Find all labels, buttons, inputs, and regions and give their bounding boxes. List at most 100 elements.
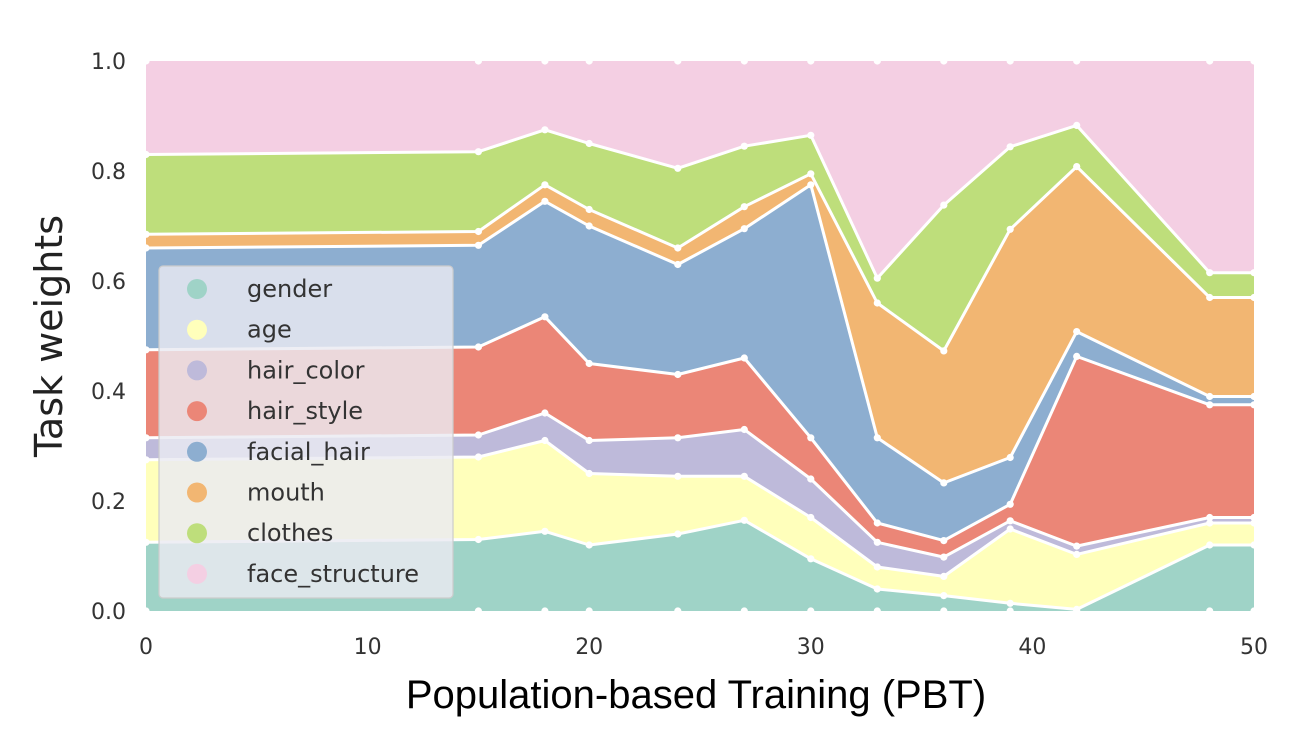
- point-gender: [1250, 541, 1258, 549]
- legend-label-age: age: [247, 316, 292, 344]
- point-gender: [541, 527, 549, 535]
- point-mouth: [1073, 163, 1081, 171]
- y-axis-label: Task weights: [27, 215, 71, 458]
- x-axis-ticks: 0 10 20 30 40 50: [139, 635, 1268, 660]
- legend-label-hair_style: hair_style: [247, 397, 363, 425]
- point-hair_color: [940, 553, 948, 561]
- legend: gender age hair_color hair_style facial_hair…: [158, 265, 454, 599]
- point-clothes: [807, 131, 815, 139]
- point-hair_style: [1206, 401, 1214, 409]
- point-gender: [807, 555, 815, 563]
- point-face_structure: [1073, 57, 1081, 65]
- point-mouth: [674, 244, 682, 252]
- y-tick-label: 1.0: [91, 50, 126, 75]
- legend-box: [158, 265, 454, 599]
- y-tick-label: 0.0: [91, 600, 126, 625]
- point-facial_hair: [541, 197, 549, 205]
- point-facial_hair: [585, 222, 593, 230]
- point-clothes: [541, 126, 549, 134]
- point-clothes: [873, 274, 881, 282]
- point-hair_style: [1250, 401, 1258, 409]
- x-tick-label: 0: [139, 635, 153, 660]
- point-clothes: [585, 139, 593, 148]
- point-face_structure: [873, 57, 881, 65]
- point-hair_style: [740, 354, 748, 362]
- point-hair_style: [142, 346, 150, 354]
- point-facial_hair: [674, 260, 682, 269]
- x-tick-label: 40: [1018, 635, 1046, 660]
- point-clothes: [740, 142, 748, 150]
- point-mouth: [940, 347, 948, 355]
- legend-label-clothes: clothes: [247, 519, 333, 547]
- point-age: [142, 456, 150, 464]
- x-tick-label: 30: [797, 635, 825, 660]
- point-gender: [474, 535, 482, 544]
- point-baseline: [807, 607, 815, 615]
- point-mouth: [1006, 225, 1014, 233]
- point-facial_hair: [474, 241, 482, 249]
- legend-label-hair_color: hair_color: [247, 356, 365, 384]
- point-gender: [1006, 599, 1014, 607]
- point-baseline: [541, 607, 549, 615]
- point-facial_hair: [1250, 392, 1258, 401]
- point-clothes: [1250, 269, 1258, 277]
- point-face_structure: [1250, 57, 1258, 65]
- y-tick-label: 0.6: [91, 270, 126, 295]
- point-hair_color: [1206, 513, 1214, 522]
- point-mouth: [585, 205, 593, 214]
- legend-marker-facial_hair: [187, 441, 207, 462]
- point-hair_color: [1006, 517, 1014, 525]
- y-axis-ticks: 0.0 0.2 0.4 0.6 0.8 1.0: [91, 50, 126, 625]
- point-mouth: [1250, 293, 1258, 302]
- x-tick-label: 10: [354, 635, 382, 660]
- point-facial_hair: [1006, 453, 1014, 462]
- point-clothes: [142, 150, 150, 159]
- point-face_structure: [807, 57, 815, 65]
- point-hair_color: [674, 434, 682, 442]
- point-mouth: [740, 203, 748, 211]
- y-tick-label: 0.4: [91, 380, 126, 405]
- point-age: [873, 563, 881, 571]
- point-face_structure: [740, 57, 748, 65]
- x-tick-label: 20: [575, 635, 603, 660]
- point-mouth: [541, 181, 549, 189]
- point-clothes: [474, 148, 482, 156]
- point-face_structure: [585, 57, 593, 65]
- x-axis-label: Population-based Training (PBT): [406, 673, 986, 717]
- legend-marker-hair_color: [187, 360, 207, 381]
- legend-label-gender: gender: [247, 275, 332, 303]
- point-face_structure: [1006, 57, 1014, 65]
- legend-marker-mouth: [187, 482, 207, 503]
- point-facial_hair: [940, 479, 948, 487]
- point-age: [585, 469, 593, 478]
- legend-marker-age: [187, 319, 207, 340]
- point-age: [807, 513, 815, 522]
- point-hair_style: [1006, 500, 1014, 508]
- point-hair_color: [1250, 513, 1258, 522]
- point-clothes: [1073, 121, 1081, 129]
- point-hair_style: [1073, 352, 1081, 360]
- point-hair_color: [1073, 542, 1081, 550]
- point-clothes: [1006, 143, 1014, 151]
- x-tick-label: 50: [1240, 635, 1268, 660]
- boundary-points: [142, 57, 1258, 615]
- point-baseline: [142, 607, 150, 615]
- legend-label-face_structure: face_structure: [247, 560, 419, 588]
- point-facial_hair: [1073, 328, 1081, 336]
- point-age: [740, 472, 748, 480]
- point-gender: [940, 592, 948, 600]
- point-baseline: [1006, 607, 1014, 615]
- point-baseline: [1206, 607, 1214, 615]
- point-clothes: [1206, 269, 1214, 277]
- point-mouth: [142, 230, 150, 238]
- point-mouth: [873, 299, 881, 307]
- point-facial_hair: [142, 244, 150, 252]
- point-hair_color: [541, 409, 549, 417]
- point-hair_color: [740, 425, 748, 434]
- point-gender: [142, 538, 150, 546]
- point-baseline: [585, 607, 593, 615]
- legend-marker-face_structure: [187, 563, 207, 584]
- point-mouth: [807, 170, 815, 178]
- point-clothes: [940, 201, 948, 209]
- legend-label-mouth: mouth: [247, 479, 325, 507]
